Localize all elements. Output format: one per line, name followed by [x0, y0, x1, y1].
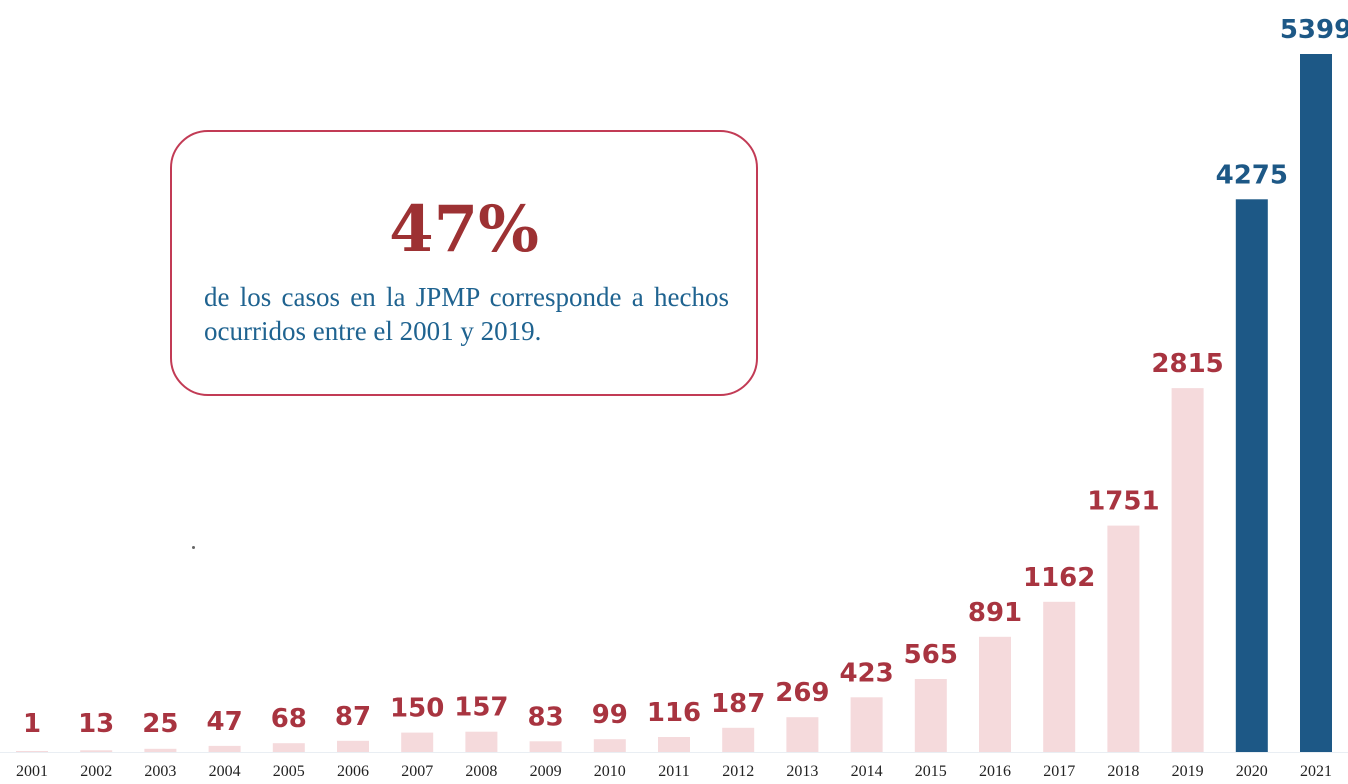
bar-2019	[1171, 388, 1204, 752]
x-tick-label-2014: 2014	[851, 763, 883, 780]
x-tick-label-2011: 2011	[658, 763, 689, 780]
value-label-2010: 99	[592, 700, 628, 730]
value-label-2009: 83	[528, 702, 564, 732]
bar-2012	[722, 727, 755, 752]
x-tick-label-2010: 2010	[594, 763, 626, 780]
x-tick-label-2007: 2007	[401, 763, 433, 780]
bar-2020	[1235, 199, 1268, 753]
bar-2009	[529, 741, 562, 752]
x-tick-label-2008: 2008	[465, 763, 497, 780]
value-label-2018: 1751	[1087, 487, 1159, 517]
bar-2007	[401, 732, 434, 752]
x-tick-label-2016: 2016	[979, 763, 1011, 780]
bar-2011	[658, 737, 690, 752]
bar-2006	[337, 740, 369, 752]
x-tick-label-2020: 2020	[1236, 763, 1268, 780]
value-label-2005: 68	[271, 704, 307, 734]
value-label-2014: 423	[839, 658, 893, 688]
bar-2021	[1300, 54, 1332, 752]
bar-2008	[465, 731, 498, 752]
callout-percent: 47%	[389, 192, 539, 267]
value-label-2007: 150	[390, 694, 444, 724]
value-label-2008: 157	[454, 693, 508, 723]
x-tick-label-2013: 2013	[786, 763, 818, 780]
x-tick-label-2003: 2003	[144, 763, 176, 780]
x-tick-label-2001: 2001	[16, 763, 48, 780]
x-tick-label-2006: 2006	[337, 763, 369, 780]
bar-2001	[16, 751, 48, 752]
value-label-2017: 1162	[1023, 563, 1095, 593]
x-tick-label-2002: 2002	[80, 763, 112, 780]
value-label-2021: 5399	[1280, 15, 1348, 45]
bar-2017	[1043, 601, 1076, 752]
bar-2002	[80, 750, 113, 752]
bar-2018	[1107, 525, 1140, 752]
value-label-2002: 13	[78, 709, 114, 739]
value-label-2004: 47	[207, 707, 243, 737]
bar-2004	[208, 745, 241, 752]
x-tick-label-2019: 2019	[1172, 763, 1204, 780]
value-label-2016: 891	[968, 598, 1022, 628]
x-tick-label-2015: 2015	[915, 763, 947, 780]
value-label-2006: 87	[335, 702, 371, 732]
bar-2003	[144, 748, 177, 752]
value-label-2020: 4275	[1216, 160, 1288, 190]
value-label-2003: 25	[142, 709, 178, 739]
x-tick-label-2017: 2017	[1043, 763, 1075, 780]
x-tick-label-2018: 2018	[1107, 763, 1139, 780]
value-label-2019: 2815	[1151, 349, 1223, 379]
x-tick-label-2004: 2004	[209, 763, 241, 780]
value-label-2013: 269	[775, 678, 829, 708]
value-label-2015: 565	[904, 640, 958, 670]
bar-2016	[979, 636, 1011, 752]
bar-2005	[272, 743, 305, 752]
stray-mark	[192, 546, 195, 549]
value-label-2001: 1	[23, 709, 41, 739]
callout-box: 47% de los casos en la JPMP corresponde …	[170, 130, 758, 396]
bar-2010	[593, 739, 626, 752]
bar-2013	[786, 717, 819, 752]
x-tick-label-2012: 2012	[722, 763, 754, 780]
callout-text: de los casos en la JPMP corresponde a he…	[204, 282, 729, 346]
value-label-2011: 116	[647, 698, 701, 728]
x-tick-label-2009: 2009	[530, 763, 562, 780]
x-tick-label-2005: 2005	[273, 763, 305, 780]
value-label-2012: 187	[711, 689, 765, 719]
x-tick-label-2021: 2021	[1300, 763, 1332, 780]
bar-2015	[914, 679, 947, 752]
bar-2014	[850, 697, 883, 752]
